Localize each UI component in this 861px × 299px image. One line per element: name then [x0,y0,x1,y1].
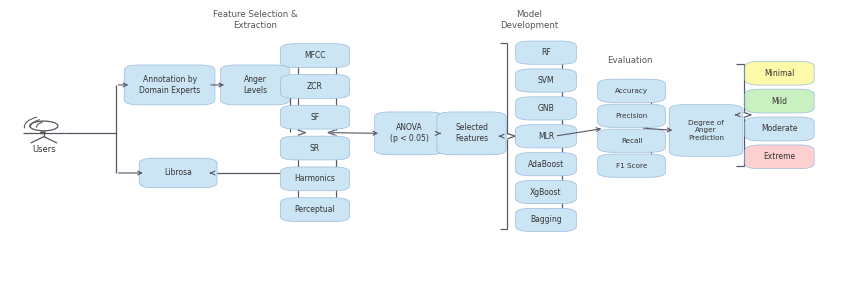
FancyBboxPatch shape [281,44,350,68]
Text: MLR: MLR [538,132,554,141]
Text: Degree of
Anger
Prediction: Degree of Anger Prediction [688,120,724,141]
Text: ANOVA
(p < 0.05): ANOVA (p < 0.05) [390,123,429,144]
Text: SVM: SVM [537,76,554,85]
Text: Users: Users [32,145,56,154]
FancyBboxPatch shape [598,154,666,177]
FancyBboxPatch shape [516,181,576,204]
FancyBboxPatch shape [281,74,350,98]
Text: Annotation by
Domain Experts: Annotation by Domain Experts [139,75,201,95]
Text: Precision: Precision [616,113,647,119]
FancyBboxPatch shape [281,136,350,160]
FancyBboxPatch shape [281,105,350,129]
Text: SF: SF [311,113,319,122]
Text: Evaluation: Evaluation [607,56,653,65]
Text: Bagging: Bagging [530,215,561,225]
Text: GNB: GNB [537,104,554,113]
FancyBboxPatch shape [220,65,290,105]
Text: XgBoost: XgBoost [530,187,561,196]
FancyBboxPatch shape [745,89,815,113]
Text: Model
Development: Model Development [499,10,558,30]
FancyBboxPatch shape [516,208,576,231]
Text: Perceptual: Perceptual [294,205,336,214]
Text: ZCR: ZCR [307,82,323,91]
Text: Minimal: Minimal [765,69,795,78]
Text: Recall: Recall [621,138,642,144]
FancyBboxPatch shape [598,79,666,102]
FancyBboxPatch shape [516,69,576,92]
FancyBboxPatch shape [598,129,666,152]
FancyBboxPatch shape [124,65,215,105]
Text: Selected
Features: Selected Features [455,123,488,144]
FancyBboxPatch shape [745,117,815,141]
Text: MFCC: MFCC [304,51,325,60]
FancyBboxPatch shape [437,112,506,155]
Text: Librosa: Librosa [164,168,192,178]
Text: Mild: Mild [771,97,788,106]
Text: AdaBoost: AdaBoost [528,160,564,169]
FancyBboxPatch shape [281,167,350,191]
FancyBboxPatch shape [516,97,576,120]
Text: RF: RF [541,48,551,57]
Text: Anger
Levels: Anger Levels [243,75,267,95]
Text: Harmonics: Harmonics [294,174,336,183]
Text: Extreme: Extreme [764,152,796,161]
FancyBboxPatch shape [281,198,350,222]
FancyBboxPatch shape [745,61,815,85]
FancyBboxPatch shape [516,41,576,64]
FancyBboxPatch shape [516,125,576,148]
FancyBboxPatch shape [375,112,443,155]
Text: Feature Selection &
Extraction: Feature Selection & Extraction [213,10,297,30]
FancyBboxPatch shape [745,145,815,169]
FancyBboxPatch shape [516,152,576,176]
FancyBboxPatch shape [139,158,217,188]
FancyBboxPatch shape [669,105,743,156]
FancyBboxPatch shape [598,104,666,127]
Text: F1 Score: F1 Score [616,163,647,169]
Text: Moderate: Moderate [761,124,798,133]
Text: SR: SR [310,144,320,152]
Text: Accuracy: Accuracy [615,88,648,94]
Circle shape [40,132,45,134]
